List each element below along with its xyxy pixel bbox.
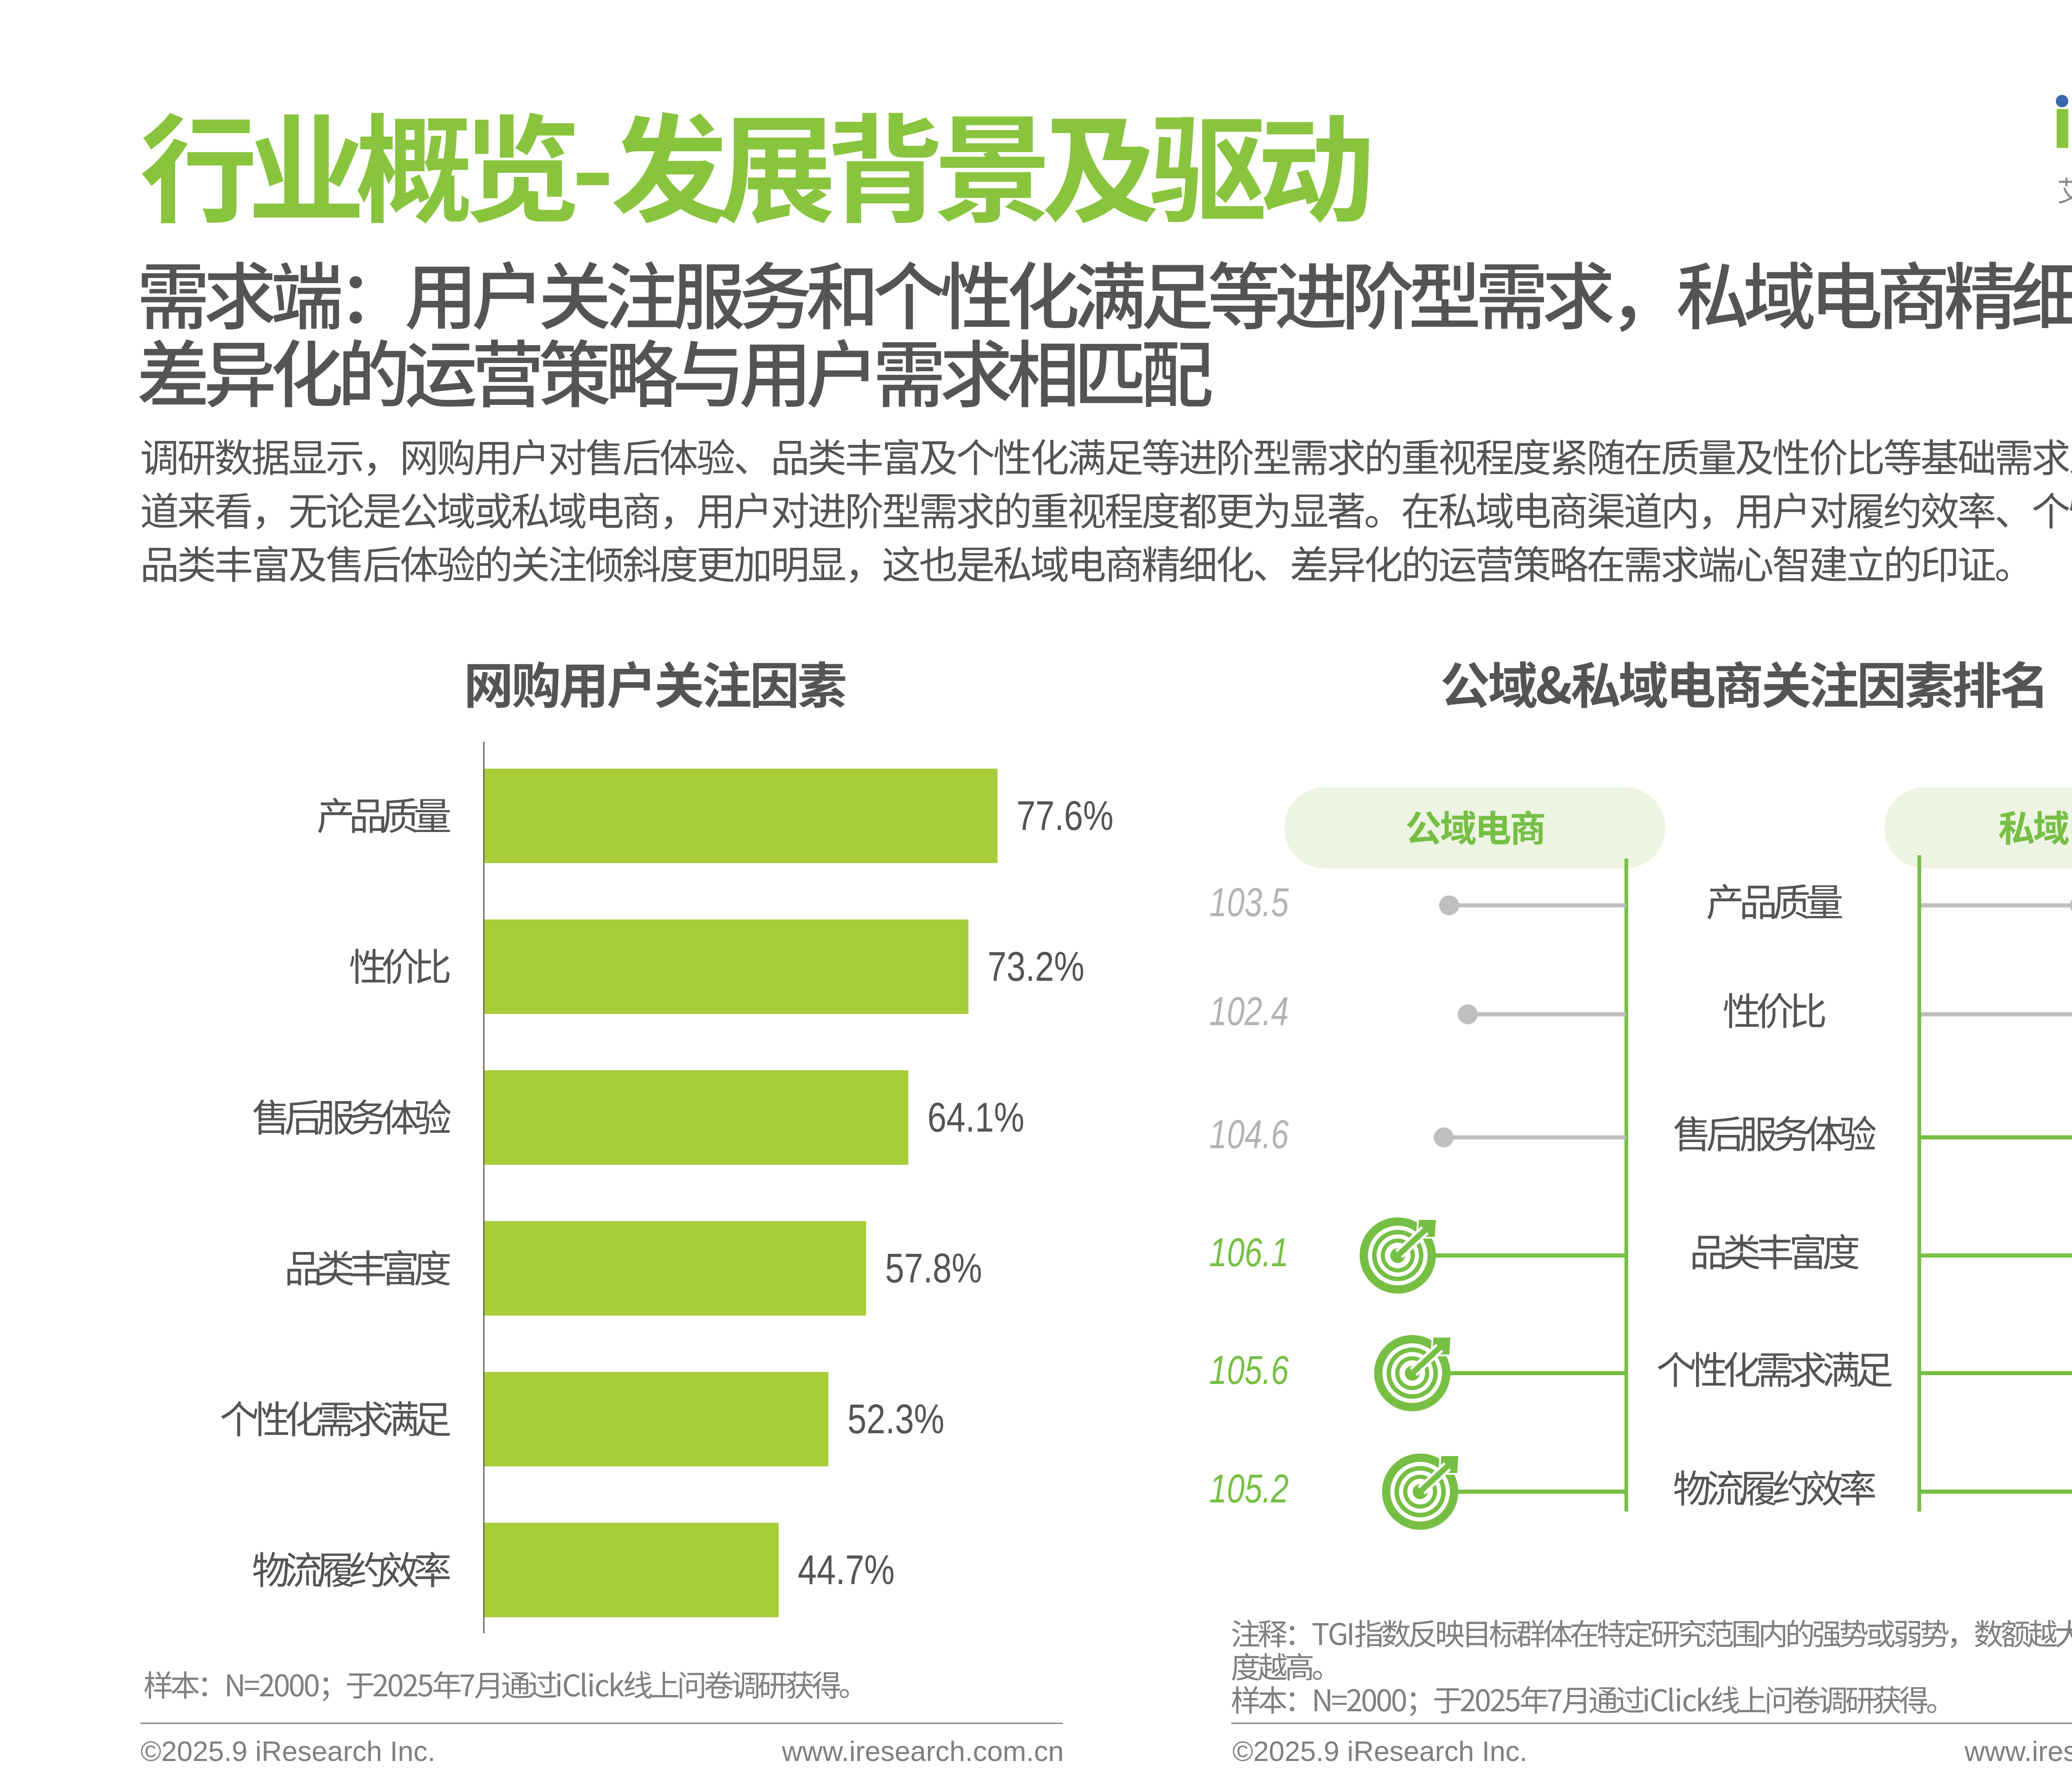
svg-text:105.6: 105.6: [1209, 1347, 1289, 1393]
svg-text:104.6: 104.6: [1209, 1112, 1289, 1157]
svg-text:©2025.9 iResearch Inc.: ©2025.9 iResearch Inc.: [1232, 1736, 1527, 1767]
svg-text:52.3%: 52.3%: [847, 1396, 944, 1442]
svg-text:77.6%: 77.6%: [1017, 793, 1113, 839]
svg-text:73.2%: 73.2%: [988, 944, 1084, 990]
svg-text:106.1: 106.1: [1209, 1230, 1289, 1275]
svg-text:102.4: 102.4: [1209, 989, 1289, 1034]
svg-text:105.2: 105.2: [1209, 1466, 1289, 1511]
svg-text:103.5: 103.5: [1209, 880, 1289, 925]
svg-text:57.8%: 57.8%: [885, 1246, 982, 1292]
svg-text:64.1%: 64.1%: [927, 1095, 1024, 1141]
svg-text:44.7%: 44.7%: [798, 1547, 895, 1593]
svg-text:www.iresearch.com.cn: www.iresearch.com.cn: [1964, 1736, 2072, 1767]
svg-text:www.iresearch.com.cn: www.iresearch.com.cn: [782, 1736, 1064, 1767]
svg-text:©2025.9 iResearch Inc.: ©2025.9 iResearch Inc.: [140, 1736, 436, 1767]
